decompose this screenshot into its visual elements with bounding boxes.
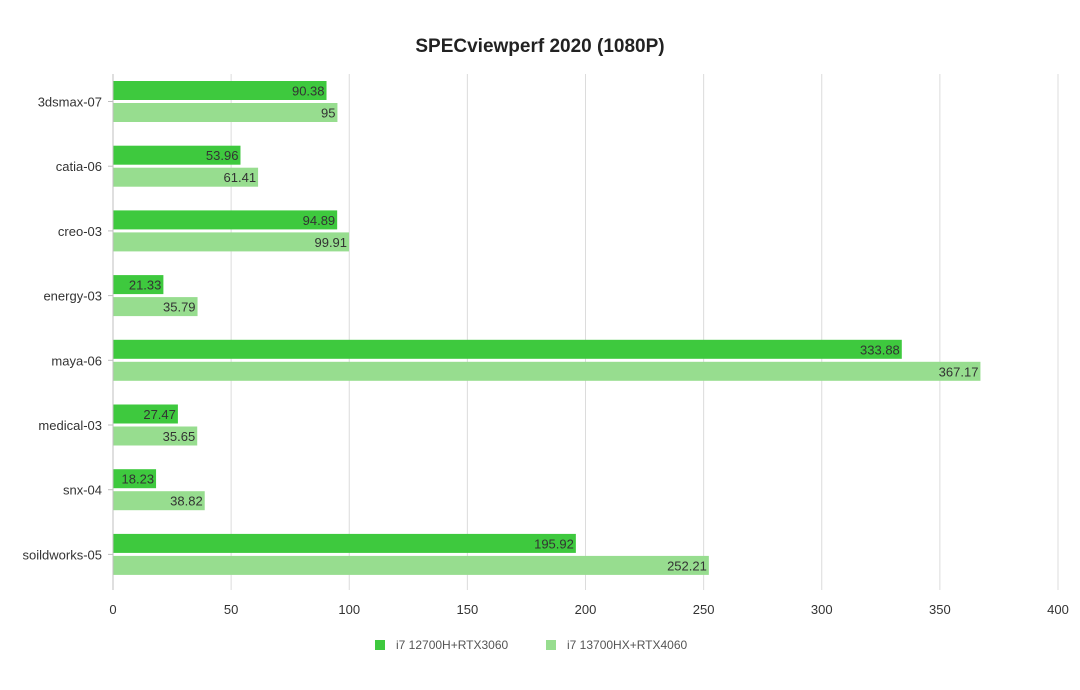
category-label: soildworks-05	[23, 547, 102, 562]
x-tick-label: 150	[457, 602, 479, 617]
data-label: 252.21	[667, 558, 707, 573]
data-label: 61.41	[224, 170, 257, 185]
data-label: 333.88	[860, 342, 900, 357]
data-label: 27.47	[143, 407, 176, 422]
bar-series-2	[113, 491, 205, 511]
bar-series-1	[113, 404, 178, 424]
bar-series-2	[113, 167, 259, 187]
legend-label: i7 12700H+RTX3060	[396, 638, 509, 652]
bar-series-2	[113, 297, 198, 317]
bar-series-1	[113, 210, 338, 230]
bars	[113, 81, 981, 575]
data-label: 195.92	[534, 536, 574, 551]
legend-label: i7 13700HX+RTX4060	[567, 638, 688, 652]
axes: 0 50 100 150 200 250 300 350 400 3dsmax-07 catia-0…	[23, 74, 1069, 617]
data-label: 94.89	[303, 213, 336, 228]
x-tick-label: 50	[224, 602, 238, 617]
bar-series-2	[113, 232, 350, 252]
bar-series-1	[113, 469, 157, 489]
bar-series-2	[113, 555, 709, 575]
legend-swatch	[546, 640, 556, 650]
data-label: 53.96	[206, 148, 239, 163]
category-label: medical-03	[38, 418, 102, 433]
chart-title: SPECviewperf 2020 (1080P)	[415, 36, 664, 57]
x-tick-label: 300	[811, 602, 833, 617]
category-label: 3dsmax-07	[38, 95, 102, 110]
legend-swatch	[375, 640, 385, 650]
bar-series-1	[113, 533, 576, 553]
x-tick-label: 0	[109, 602, 116, 617]
data-label: 35.65	[163, 429, 196, 444]
category-label: energy-03	[43, 289, 102, 304]
bar-series-2	[113, 426, 198, 446]
data-label: 35.79	[163, 300, 196, 315]
x-tick-label: 200	[575, 602, 597, 617]
bar-series-1	[113, 339, 902, 359]
data-label: 95	[321, 106, 335, 121]
category-label: snx-04	[63, 483, 102, 498]
bar-series-1	[113, 81, 327, 100]
bar-series-1	[113, 275, 164, 295]
category-label: maya-06	[51, 353, 102, 368]
data-label: 38.82	[170, 494, 203, 509]
data-label: 99.91	[314, 235, 347, 250]
x-tick-label: 100	[338, 602, 360, 617]
x-tick-label: 250	[693, 602, 715, 617]
data-label: 21.33	[129, 278, 162, 293]
bar-series-2	[113, 361, 981, 381]
category-label: catia-06	[56, 159, 102, 174]
data-label: 367.17	[939, 364, 979, 379]
bar-series-2	[113, 103, 338, 122]
grid-lines	[230, 74, 1059, 590]
bar-series-1	[113, 145, 241, 165]
x-tick-label: 350	[929, 602, 951, 617]
x-tick-label: 400	[1047, 602, 1069, 617]
data-label: 18.23	[122, 472, 155, 487]
legend: i7 12700H+RTX3060 i7 13700HX+RTX4060	[375, 638, 688, 652]
data-label: 90.38	[292, 84, 325, 99]
category-label: creo-03	[58, 224, 102, 239]
